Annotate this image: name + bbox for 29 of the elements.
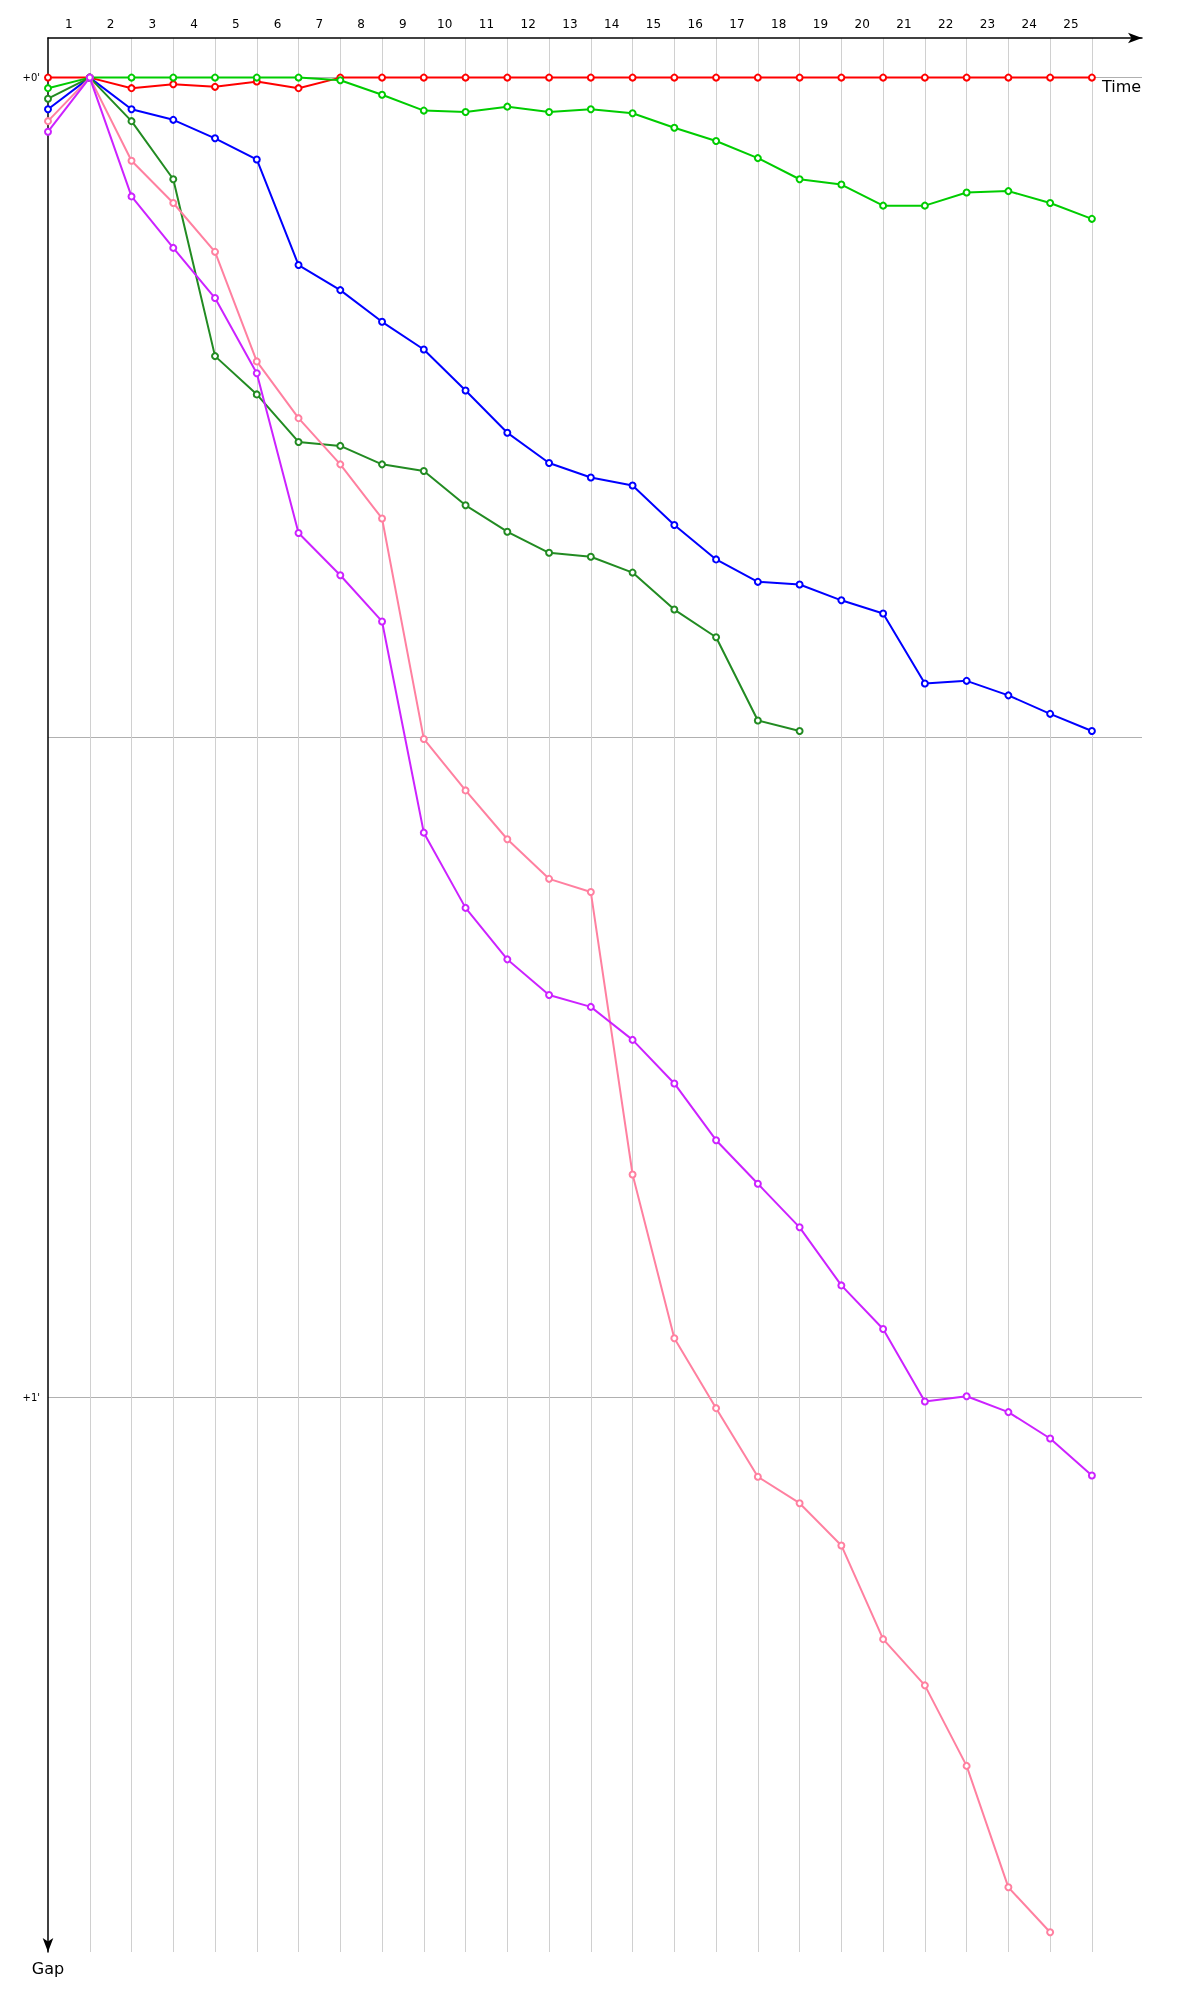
x-tick-label: 18 [771, 17, 787, 31]
x-tick-label: 17 [729, 17, 745, 31]
x-tick-label: 21 [896, 17, 912, 31]
x-tick-label: 7 [315, 17, 324, 31]
x-tick-label: 10 [437, 17, 453, 31]
x-tick-label: 22 [938, 17, 954, 31]
x-tick-label: 23 [979, 17, 996, 31]
y-tick-label: +0' [22, 72, 40, 84]
y-tick-label: +1' [22, 1392, 40, 1404]
x-tick-label: 19 [812, 17, 829, 31]
x-tick-label: 20 [854, 17, 870, 31]
x-tick-label: 24 [1021, 17, 1037, 31]
x-tick-label: 11 [478, 17, 495, 31]
x-tick-label: 25 [1063, 17, 1079, 31]
x-tick-label: 16 [687, 17, 703, 31]
x-axis-title: Time [1101, 76, 1142, 96]
x-tick-label: 1 [65, 17, 73, 31]
x-tick-label: 6 [273, 17, 282, 31]
x-tick-label: 3 [148, 17, 157, 31]
x-tick-label: 9 [399, 17, 407, 31]
x-tick-label: 15 [645, 17, 662, 31]
x-tick-label: 4 [190, 17, 198, 31]
y-axis-title: Gap [31, 1958, 65, 1978]
x-tick-label: 2 [106, 17, 115, 31]
x-tick-label: 12 [520, 17, 536, 31]
x-tick-label: 14 [604, 17, 620, 31]
x-tick-label: 5 [232, 17, 240, 31]
x-tick-label: 13 [562, 17, 578, 31]
x-tick-label: 8 [357, 17, 365, 31]
